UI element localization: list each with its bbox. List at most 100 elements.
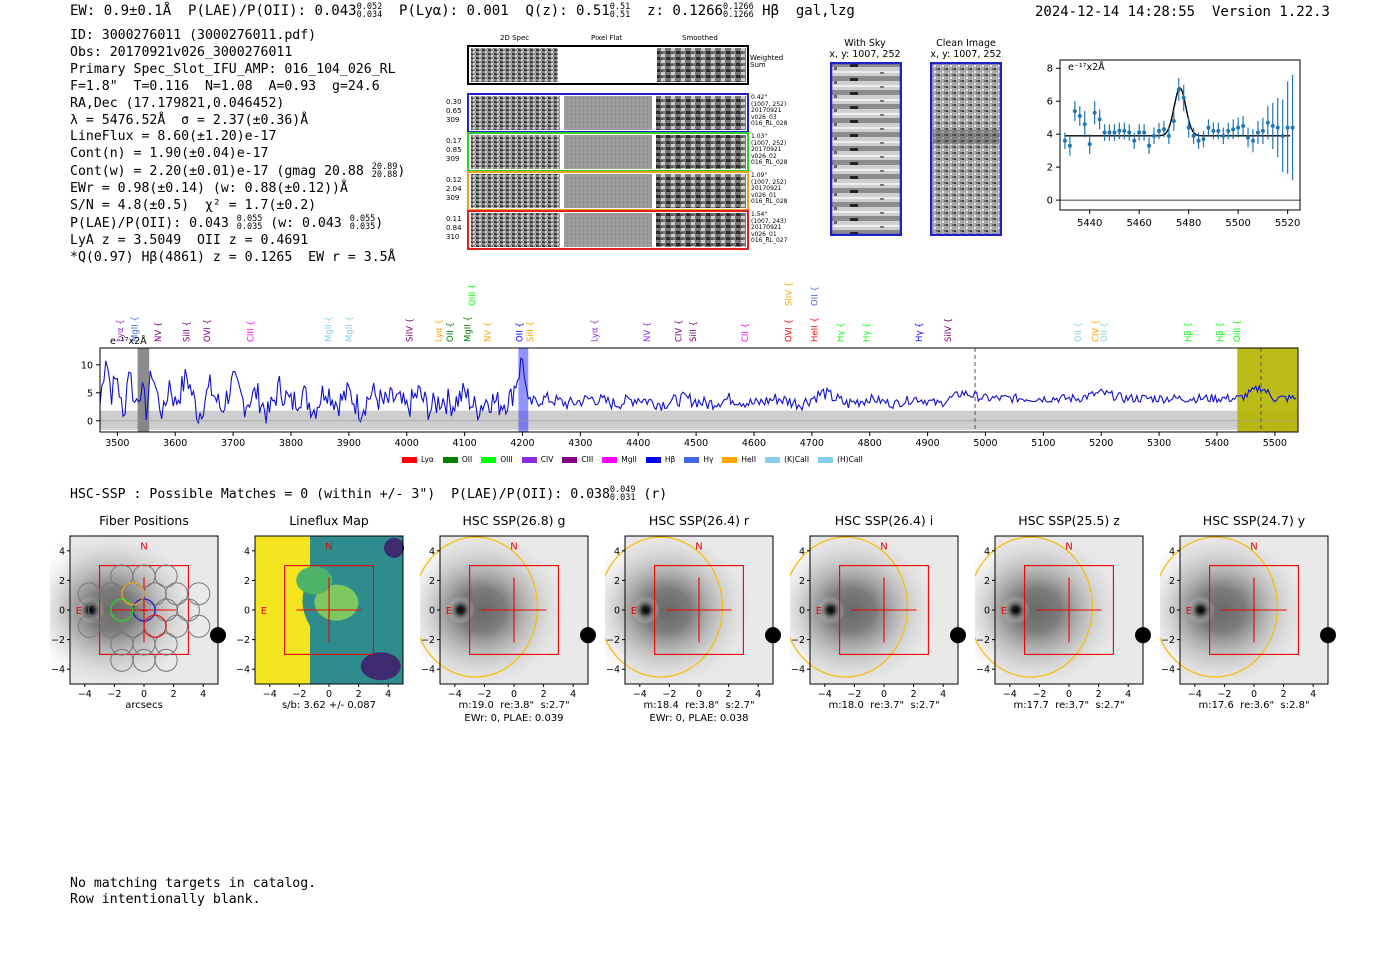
thumb-y-tick-label: 4 xyxy=(59,546,65,557)
line-id-label: OVI { xyxy=(203,319,213,342)
search-box xyxy=(469,565,559,655)
zoom-ylabel: e⁻¹⁷x2Å xyxy=(1068,62,1105,73)
cutout-2dspec xyxy=(471,213,560,247)
col-pixflat-label: Pixel Flat xyxy=(591,34,623,42)
header-qz-range: 0.51 0.51 xyxy=(610,3,630,20)
zoom-data-point xyxy=(1117,128,1122,133)
spectrum-x-tick-label: 4300 xyxy=(568,438,592,449)
zoom-data-point xyxy=(1147,143,1152,148)
cutout-pixflat xyxy=(564,174,652,208)
zoom-data-point xyxy=(1161,127,1166,132)
header-plya: P(Lyα): 0.001 xyxy=(399,3,509,19)
hsc-summary: HSC-SSP : Possible Matches = 0 (within +… xyxy=(70,486,667,503)
header-z: z: 0.1266 xyxy=(647,3,723,19)
line-id-label: OII { xyxy=(811,286,821,306)
cutout-row-meta: 016_RL_028 xyxy=(751,198,788,206)
z-lo: 0.1266 xyxy=(722,10,754,20)
line-id-label: SiIV { xyxy=(406,318,416,342)
zoom-data-point xyxy=(1191,133,1196,138)
spectrum-x-tick-label: 3500 xyxy=(105,438,129,449)
thumb-y-tick-label: 0 xyxy=(799,606,805,617)
zoom-data-point xyxy=(1221,133,1226,138)
thumbnail-title: HSC SSP(26.8) g xyxy=(462,513,566,528)
thumbnail-image: N E −4 −4 −2 −2 0 0 2 2 4 4 xyxy=(605,528,781,698)
thumb-y-tick-label: 0 xyxy=(1169,606,1175,617)
cutout-row-meta: v026_01 xyxy=(751,230,777,238)
cutout-row-meta: (1007, 243) xyxy=(751,217,787,225)
info-radec: RA,Dec (17.179821,0.046452) xyxy=(70,95,285,111)
aperture-ellipse xyxy=(1160,536,1279,678)
line-id-label: OII { xyxy=(1100,322,1110,342)
clean-image-xy: x, y: 1007, 252 xyxy=(930,49,1002,60)
fiber-circle xyxy=(154,632,178,656)
legend-swatch xyxy=(765,457,781,463)
plae-hi: 0.052 xyxy=(356,2,383,12)
line-id-label: CIII { xyxy=(246,320,256,342)
info-id: ID: 3000276011 (3000276011.pdf) xyxy=(70,28,317,43)
zoom-data-point xyxy=(1260,128,1265,133)
thumb-x-tick-label: −4 xyxy=(818,689,832,698)
galaxy-halo xyxy=(975,528,1132,695)
north-label: N xyxy=(325,541,332,552)
zoom-data-point xyxy=(1211,128,1216,133)
thumbnail-caption-2: EWr: 0, PLAE: 0.039 xyxy=(464,713,564,724)
thumb-x-tick-label: 4 xyxy=(1310,689,1316,698)
line-id-label: MgII { xyxy=(131,316,141,342)
thumbnail-image: N E −4 −4 −2 −2 0 0 2 2 4 4 xyxy=(236,535,405,698)
cutout-2dspec xyxy=(471,174,560,208)
thumb-x-tick-label: 2 xyxy=(1096,689,1102,698)
col-2dspec-label: 2D Spec xyxy=(500,34,530,42)
cutout-row-right-label: 1.54" (1007, 243) 20170921 v026_01 016_RL_02… xyxy=(751,211,787,245)
thumb-x-tick-label: 2 xyxy=(541,689,547,698)
north-label: N xyxy=(140,541,147,552)
info-lya: LyA z = 3.5049 OII z = 0.4691 xyxy=(70,232,309,248)
north-label: N xyxy=(510,541,517,552)
line-id-label: MgII { xyxy=(324,316,334,342)
cutout-row-meta: 1.03" xyxy=(751,133,768,140)
fiber-circle xyxy=(77,614,101,638)
clean-image-label: Clean Image xyxy=(936,38,996,49)
plae-w: (w: 0.043 xyxy=(262,215,342,231)
zoom-y-tick-label: 6 xyxy=(1047,97,1053,108)
weighted-sum-label: Weighted Sum xyxy=(750,54,784,69)
thumbnail-caption: arcsecs xyxy=(125,700,163,711)
cutout-row-meta: 20170921 xyxy=(751,107,782,115)
cutout-row-meta: v026_02 xyxy=(751,152,777,160)
fiber-circle xyxy=(154,648,178,672)
spectrum-x-tick-label: 5500 xyxy=(1263,438,1287,449)
plae-range: 0.055 0.035 xyxy=(237,215,263,232)
thumb-y-tick-label: 2 xyxy=(59,576,65,587)
detection-info: ID: 3000276011 (3000276011.pdf) Obs: 201… xyxy=(70,28,405,267)
plae-lo: 0.034 xyxy=(356,10,383,20)
legend-item: HeII xyxy=(722,455,756,464)
north-label: N xyxy=(695,541,702,552)
aperture-ellipse xyxy=(975,536,1094,678)
cutout-smoothed xyxy=(656,213,746,247)
thumb-x-tick-label: −4 xyxy=(1188,689,1202,698)
hsc-text: HSC-SSP : Possible Matches = 0 (within +… xyxy=(70,487,610,502)
zoom-data-point xyxy=(1231,127,1236,132)
thumbnail-caption: s/b: 3.62 +/- 0.087 xyxy=(281,700,377,711)
cutout-smoothed xyxy=(656,135,746,169)
cutout-row-value: 310 xyxy=(446,233,460,241)
thumb-y-tick-label: −2 xyxy=(976,635,990,646)
imaging-thumbnails: Fiber Positions + N E −4 −4 −2 −2 0 0 2 2 4 4 arcsecs L… xyxy=(0,510,1400,730)
thumb-y-tick-label: 0 xyxy=(984,606,990,617)
cutout-2dspec xyxy=(471,135,560,169)
spectrum-x-tick-label: 4400 xyxy=(626,438,650,449)
line-id-label: SiII { xyxy=(526,321,536,342)
legend-label: OII xyxy=(461,455,473,464)
with-sky-label: With Sky xyxy=(844,38,886,49)
zoom-data-point xyxy=(1236,125,1241,130)
thumb-y-tick-label: −2 xyxy=(51,635,65,646)
cutout-row-value: 2.04 xyxy=(446,185,462,193)
line-id-label: SiII { xyxy=(183,321,193,342)
cutout-row-value: 309 xyxy=(446,155,460,163)
info-contw: Cont(w) = 2.20(±0.01)e-17 (gmag 20.88 20… xyxy=(70,163,405,181)
thumb-y-tick-label: −4 xyxy=(791,665,805,676)
thumb-y-tick-label: 4 xyxy=(984,546,990,557)
zoom-data-point xyxy=(1171,118,1176,123)
spectrum-x-tick-label: 4500 xyxy=(684,438,708,449)
spectrum-x-tick-label: 4000 xyxy=(395,438,419,449)
legend-swatch xyxy=(481,457,497,463)
